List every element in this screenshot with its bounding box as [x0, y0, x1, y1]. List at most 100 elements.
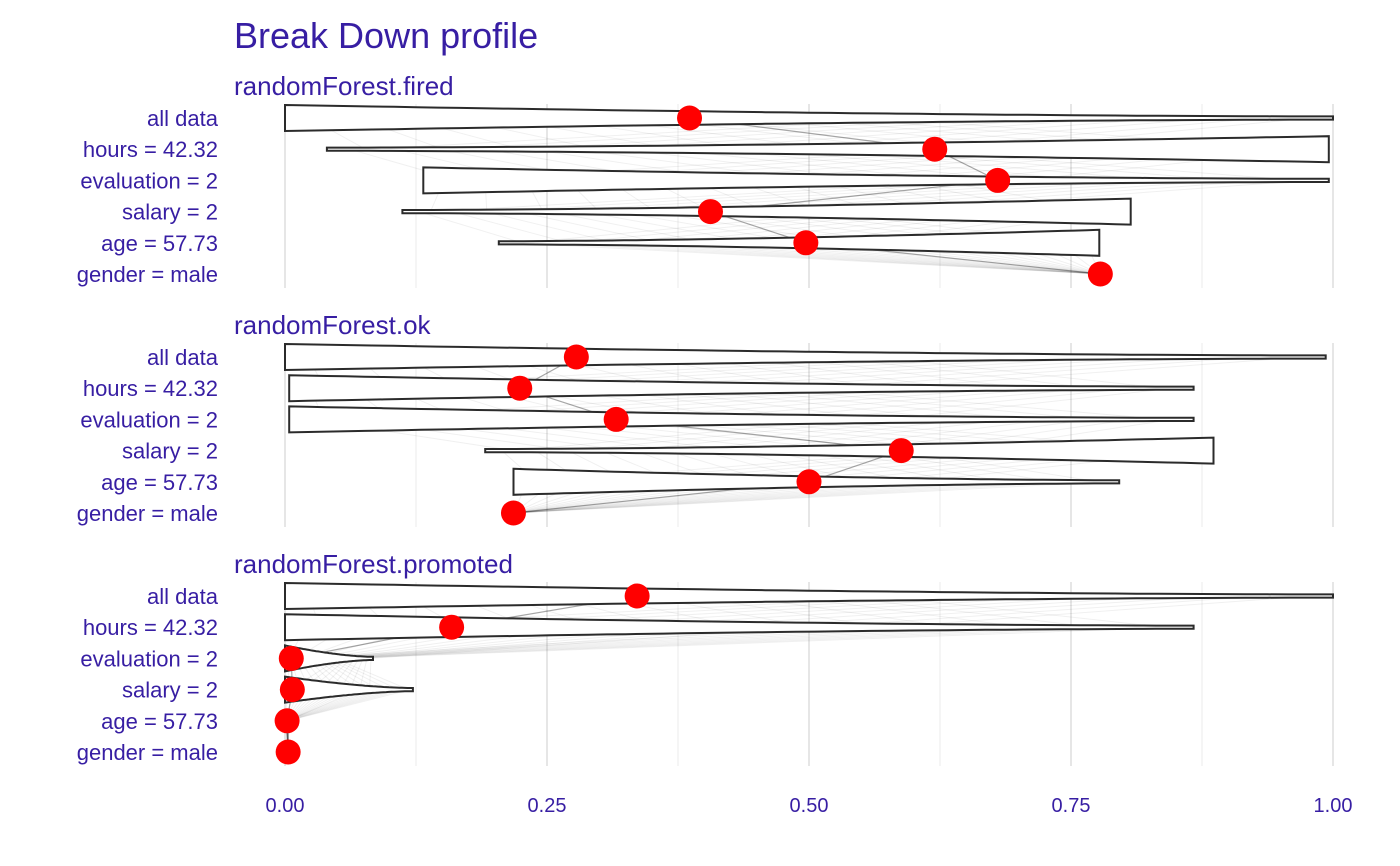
transition-line [602, 117, 1072, 150]
data-point [274, 708, 300, 734]
transition-line [322, 626, 1050, 659]
transition-line [513, 481, 1078, 514]
transition-line [621, 242, 1101, 275]
y-axis-label: hours = 42.32 [83, 376, 218, 401]
transition-line [876, 356, 1163, 389]
data-point [677, 105, 703, 131]
transition-line [648, 242, 1101, 275]
data-point [278, 645, 304, 671]
x-tick-label: 0.75 [1052, 795, 1091, 817]
y-axis-label: all data [147, 584, 219, 609]
y-axis-label: hours = 42.32 [83, 137, 218, 162]
transition-line [584, 211, 755, 244]
violin-shape [284, 613, 1195, 642]
transition-line [567, 242, 1101, 275]
transition-line [880, 595, 1163, 628]
violin-shape [284, 675, 414, 704]
transition-line [513, 481, 968, 514]
data-point [603, 406, 629, 432]
data-point [624, 583, 650, 609]
data-point [888, 438, 914, 464]
violin-shape [284, 644, 374, 673]
x-tick-label: 1.00 [1314, 795, 1353, 817]
transition-line [329, 626, 1091, 659]
transition-line [369, 658, 372, 690]
transition-line [512, 242, 1101, 275]
data-point [793, 230, 819, 256]
y-axis-label: hours = 42.32 [83, 615, 218, 640]
violin-shape [325, 135, 1330, 164]
data-point [507, 375, 533, 401]
y-axis-label: evaluation = 2 [80, 646, 218, 671]
labels-layer: randomForest.fired all data hours = 42.32 e… [77, 71, 1353, 817]
points-layer [274, 105, 1113, 765]
data-point [500, 500, 526, 526]
violin-shape [288, 405, 1195, 434]
transition-line [334, 657, 409, 691]
x-tick-label: 0.00 [266, 795, 305, 817]
data-point [439, 614, 465, 640]
transition-line [685, 418, 968, 452]
y-axis-label: gender = male [77, 262, 218, 287]
x-tick-label: 0.25 [528, 795, 567, 817]
transition-line [330, 657, 399, 691]
transition-line [513, 481, 1106, 514]
transition-line [887, 387, 1174, 420]
transition-line [286, 689, 387, 722]
y-axis-label: all data [147, 345, 219, 370]
chart-title: Break Down profile [234, 15, 538, 56]
panel-title: randomForest.fired [234, 71, 454, 101]
transition-line [803, 387, 1163, 420]
transition-line [343, 626, 1173, 659]
transition-line [309, 626, 967, 659]
transition-line [513, 481, 1023, 514]
transition-line [485, 211, 615, 244]
violin-shape [484, 436, 1215, 465]
violin-shape [284, 342, 1327, 372]
data-point [563, 344, 589, 370]
data-point [922, 136, 948, 162]
transition-line [451, 211, 569, 244]
transition-line [315, 626, 1008, 659]
y-axis-label: all data [147, 106, 219, 131]
transition-line [336, 626, 1132, 659]
panel-title: randomForest.ok [234, 310, 432, 340]
violin-shape [284, 103, 1334, 133]
transition-line [551, 211, 708, 244]
transition-line [539, 242, 1101, 275]
grid-layer [284, 104, 1334, 766]
data-point [796, 469, 822, 495]
data-point [279, 677, 305, 703]
transition-line [513, 481, 1051, 514]
transition-line [418, 211, 523, 244]
transition-line [594, 242, 1101, 275]
transition-line [817, 387, 1133, 420]
violin-shape [422, 166, 1330, 195]
y-axis-label: evaluation = 2 [80, 168, 218, 193]
transition-line [602, 179, 1103, 213]
transition-line [524, 117, 1024, 150]
data-point [275, 739, 301, 765]
transition-line [815, 595, 1262, 628]
transition-line [817, 356, 1255, 389]
transition-line [885, 595, 1310, 628]
data-point [697, 199, 723, 225]
y-axis-label: salary = 2 [122, 200, 218, 225]
transition-line [546, 179, 1062, 213]
transition-line [629, 418, 927, 452]
y-axis-label: salary = 2 [122, 439, 218, 464]
transition-line [286, 689, 393, 722]
y-axis-label: age = 57.73 [101, 709, 218, 734]
transition-line [285, 689, 382, 722]
x-tick-label: 0.50 [790, 795, 829, 817]
panel-title: randomForest.promoted [234, 549, 513, 579]
transition-line [287, 689, 411, 722]
violins-layer [284, 103, 1334, 726]
transition-line [887, 356, 1303, 389]
y-axis-label: age = 57.73 [101, 470, 218, 495]
violin-shape [401, 197, 1132, 226]
transition-line [286, 689, 399, 722]
transition-line [513, 481, 996, 514]
data-point [985, 167, 1011, 193]
